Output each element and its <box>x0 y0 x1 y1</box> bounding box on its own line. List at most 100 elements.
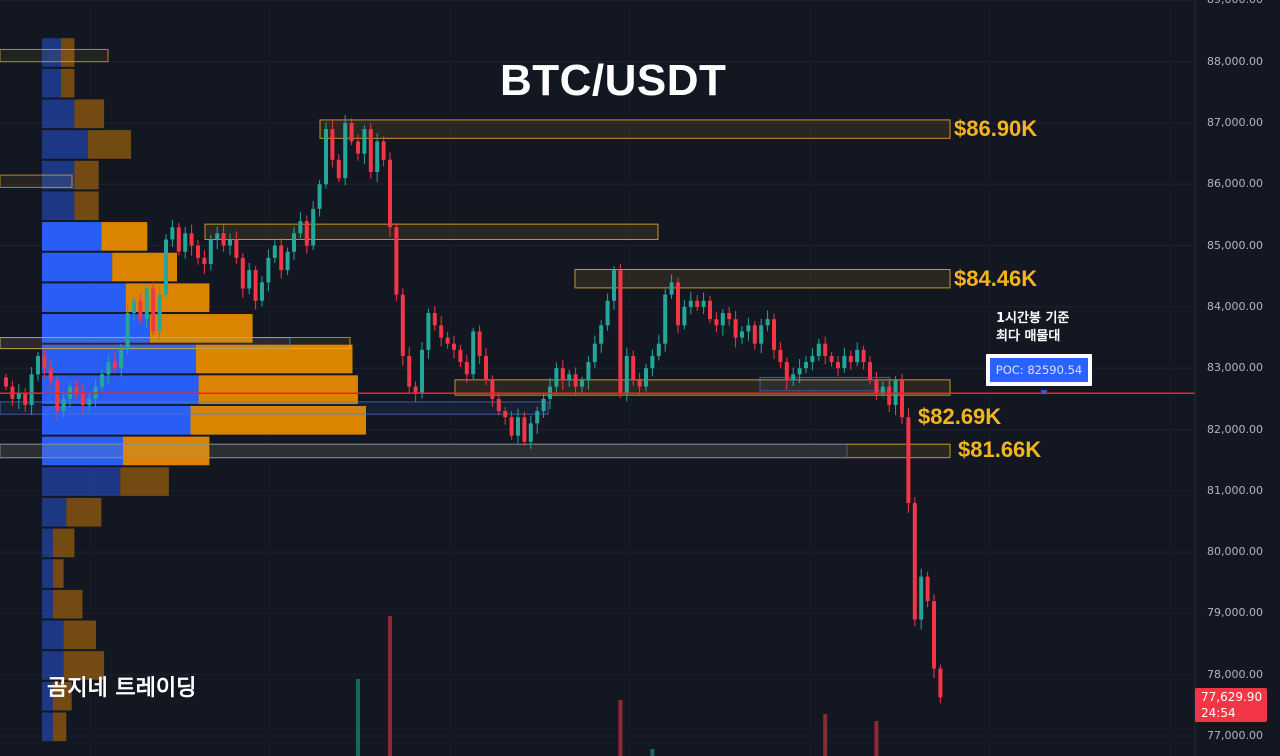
candle-body <box>221 233 226 246</box>
zone-box <box>204 223 659 240</box>
candle-body <box>810 355 815 363</box>
candle-body <box>400 294 405 356</box>
profile-buy-bar <box>42 191 75 221</box>
candle-body <box>708 300 712 320</box>
candle-body <box>196 245 200 258</box>
y-tick-label: 79,000.00 <box>1207 606 1263 620</box>
candle-body <box>759 325 764 344</box>
candle-body <box>496 398 501 412</box>
candle-body <box>887 386 892 405</box>
profile-buy-bar <box>42 559 53 588</box>
candle-body <box>528 423 533 442</box>
zone-box-small <box>0 174 73 188</box>
profile-buy-bar <box>42 222 102 251</box>
candle-body <box>266 257 271 283</box>
candle-body <box>740 331 744 338</box>
zone-box <box>319 119 951 139</box>
candle-body <box>55 380 60 412</box>
profile-buy-bar <box>42 283 126 313</box>
y-tick-label: 78,000.00 <box>1207 667 1263 681</box>
profile-sell-bar <box>74 191 99 221</box>
candle-body <box>125 313 130 350</box>
candle-body <box>592 343 597 363</box>
candle-body <box>202 257 207 264</box>
candle-body <box>439 325 444 338</box>
candle-body <box>682 306 687 326</box>
candle-body <box>656 343 661 356</box>
y-tick-label: 87,000.00 <box>1207 116 1263 129</box>
candle-body <box>701 300 706 307</box>
bar-countdown: 24:54 <box>1201 706 1236 720</box>
volume-bar <box>356 679 360 756</box>
candle-body <box>925 576 930 602</box>
candle-body <box>637 380 642 387</box>
profile-sell-bar <box>52 589 83 619</box>
candle-body <box>138 300 143 320</box>
candle-body <box>132 300 136 314</box>
candle-body <box>650 355 655 369</box>
y-tick-label: 80,000.00 <box>1207 545 1263 559</box>
candle-body <box>157 294 162 332</box>
candle-body <box>484 355 488 381</box>
candle-body <box>816 343 821 356</box>
profile-sell-bar <box>87 130 132 159</box>
candle-body <box>573 374 578 387</box>
candle-body <box>868 362 872 381</box>
volume-bars <box>356 616 879 756</box>
candle-body <box>100 374 104 387</box>
range-box <box>759 376 891 392</box>
candle-body <box>644 368 648 387</box>
price-axis[interactable] <box>1194 0 1280 756</box>
y-tick-label: 89,000.00 <box>1207 0 1263 6</box>
candle-body <box>874 380 879 393</box>
candle-body <box>170 227 175 240</box>
chart-title: BTC/USDT <box>500 56 727 105</box>
candle-body <box>912 503 917 620</box>
poc-callout[interactable]: POC: 82590.54 <box>986 354 1092 386</box>
profile-sell-bar <box>66 497 102 527</box>
zone-box-small <box>0 48 109 63</box>
candle-body <box>458 349 463 363</box>
volume-bar <box>874 721 879 756</box>
candle-body <box>612 270 616 301</box>
y-tick-label: 85,000.00 <box>1207 238 1263 252</box>
candle-body <box>304 221 309 246</box>
profile-buy-bar <box>42 589 53 619</box>
candle-body <box>4 377 8 387</box>
candle-body <box>42 355 47 369</box>
candle-body <box>880 386 885 393</box>
candle-body <box>317 184 322 209</box>
candle-body <box>900 380 904 418</box>
candle-body <box>580 380 584 387</box>
candle-body <box>183 233 188 252</box>
y-tick-label: 84,000.00 <box>1207 299 1263 313</box>
profile-buy-bar <box>42 405 191 435</box>
candle-body <box>720 313 725 326</box>
profile-buy-bar <box>42 38 61 67</box>
profile-sell-bar <box>198 375 358 404</box>
profile-buy-bar <box>42 528 53 558</box>
volume-bar <box>388 616 392 756</box>
candle-body <box>253 270 258 301</box>
candle-body <box>676 282 680 326</box>
candle-body <box>189 233 194 246</box>
profile-sell-bar <box>123 436 210 466</box>
profile-sell-bar <box>63 620 96 650</box>
y-tick-label: 83,000.00 <box>1207 361 1263 375</box>
volume-bar <box>618 700 623 756</box>
candle-body <box>765 319 770 326</box>
candle-body <box>695 300 700 307</box>
candle-body <box>247 270 252 289</box>
candle-body <box>144 288 149 320</box>
level-label-84-46k: $84.46K <box>954 265 1038 291</box>
candle-body <box>464 362 469 375</box>
current-price-badge: 77,629.90 24:54 <box>1195 688 1267 722</box>
profile-sell-bar <box>52 528 75 558</box>
poc-label: POC: 82590.54 <box>990 358 1088 382</box>
candle-body <box>791 374 796 381</box>
candle-body <box>829 355 834 363</box>
candle-body <box>29 374 34 405</box>
candle-body <box>240 257 245 289</box>
profile-sell-bar <box>101 222 148 251</box>
